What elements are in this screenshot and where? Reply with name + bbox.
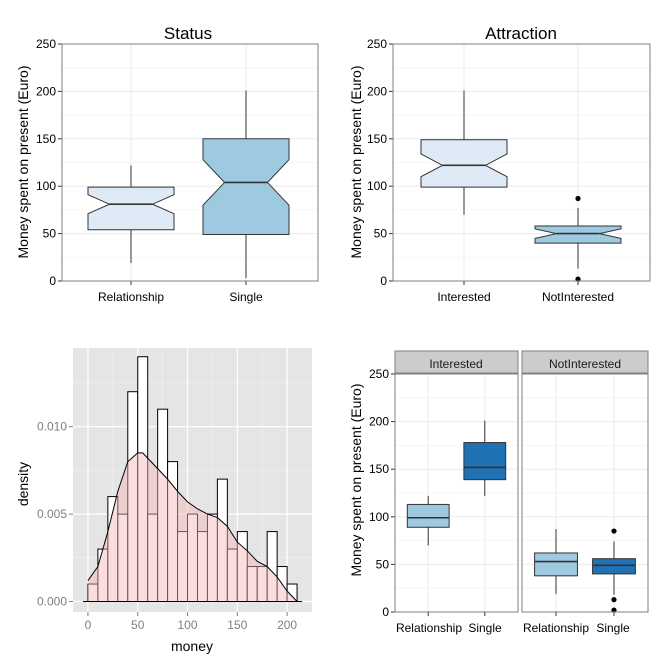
attraction-x-tick-label: Interested [437,290,490,304]
status-y-tick-label: 0 [49,274,56,288]
histogram-x-axis-label: money [171,638,213,654]
density-area [87,452,298,602]
attraction-outlier-point [575,195,581,202]
status-title: Status [164,24,212,43]
attraction-outlier-point [575,276,581,282]
histogram-y-tick-label: 0.005 [37,507,67,521]
status-y-tick-label: 200 [36,84,56,98]
facet-panel-border [394,373,519,613]
density-curve-line [87,452,298,602]
status-x-tick-label: Relationship [98,290,164,304]
histogram-y-tick-label: 0.010 [37,420,67,434]
attraction-y-axis-label: Money spent on present (Euro) [348,66,364,259]
histogram-x-tick-label: 200 [277,618,297,632]
facet-strip [521,350,649,374]
facet-outlier-point [611,597,617,603]
status-y-tick-label: 50 [43,227,57,241]
facet-box-relationship [406,503,450,528]
attraction-y-tick-label: 0 [380,274,387,288]
attraction-y-tick-label: 50 [374,227,388,241]
facet-outlier-point [611,528,617,534]
facet-y-tick-label: 0 [382,605,389,619]
attraction-y-tick-label: 150 [367,132,387,146]
histogram-plot: 0 50 100 150 200 0.000 0.005 0.010 [37,348,312,632]
attraction-box-notinterested [534,225,622,244]
histogram-panel: density money [15,462,213,654]
attraction-title: Attraction [485,24,557,43]
facet-box-single [592,558,636,575]
attraction-box-interested [420,139,508,188]
facet-strip-label-notinterested: NotInterested [549,357,621,371]
histogram-y-tick-label: 0.000 [37,595,67,609]
facet-y-tick-label: 50 [376,557,390,571]
histogram-x-tick-label: 0 [85,618,92,632]
attraction-plot: 0 50 100 150 200 250 [367,37,651,288]
attraction-panel-border [392,43,651,282]
facet-x-tick-label: Single [468,621,502,635]
histogram-y-axis-label: density [15,462,31,506]
histogram-x-tick-label: 150 [227,618,247,632]
attraction-y-tick-label: 200 [367,84,387,98]
facet-box-single [463,442,507,481]
facet-panel: Money spent on present (Euro) Interested… [348,357,630,635]
facet-y-tick-label: 200 [369,415,389,429]
facet-box-relationship [534,552,578,577]
histogram-x-tick-label: 50 [131,618,145,632]
attraction-x-tick-label: NotInterested [542,290,614,304]
status-panel-border [61,43,319,282]
status-x-tick-label: Single [229,290,263,304]
facet-x-tick-label: Relationship [523,621,589,635]
attraction-y-tick-label: 250 [367,37,387,51]
status-y-axis-label: Money spent on present (Euro) [15,66,31,259]
status-box-single [202,138,290,236]
facet-strip-label-interested: Interested [429,357,482,371]
status-y-tick-label: 250 [36,37,56,51]
facet-strip [394,350,519,374]
facet-y-tick-label: 100 [369,510,389,524]
facet-panel-border [521,373,649,613]
facet-x-tick-label: Relationship [396,621,462,635]
histogram-x-tick-label: 100 [178,618,198,632]
status-y-tick-label: 100 [36,179,56,193]
facet-outlier-point [611,607,617,613]
attraction-y-tick-label: 100 [367,179,387,193]
facet-x-tick-label: Single [596,621,630,635]
status-box-relationship [87,186,175,231]
facet-y-tick-label: 150 [369,462,389,476]
attraction-panel: Attraction Money spent on present (Euro)… [348,24,614,304]
facet-y-tick-label: 250 [369,367,389,381]
status-plot: 0 50 100 150 200 250 [36,37,319,288]
status-panel: Status Money spent on present (Euro) Rel… [15,24,263,304]
facet-y-axis-label: Money spent on present (Euro) [348,384,364,577]
facet-plot: 0 50 100 150 200 250 [369,350,649,619]
status-y-tick-label: 150 [36,132,56,146]
